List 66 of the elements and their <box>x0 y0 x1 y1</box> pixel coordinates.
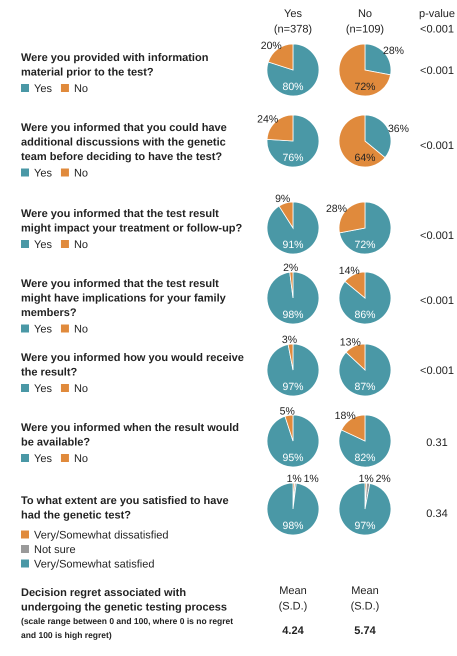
text: <0.001 <box>420 140 454 152</box>
text: Were you informed that you could have additional discussions with the genetic team before deciding to have the test? <box>21 122 227 163</box>
text: <0.001 <box>420 365 454 377</box>
data-label: 97% <box>282 381 304 394</box>
data-label: 20% <box>260 40 282 52</box>
data-label: 91% <box>282 239 304 252</box>
text: Mean (S.D.) 4.24 <box>278 585 308 637</box>
legend-label: No <box>74 324 88 336</box>
data-label: 98% <box>282 309 304 322</box>
data-label: 72% <box>354 81 376 94</box>
text: Were you provided with information material prior to the test? <box>21 52 209 78</box>
data-label: 5% <box>280 405 295 418</box>
text: Were you informed when the result would be available? <box>21 422 239 448</box>
data-label: 1% <box>304 473 319 486</box>
legend-label: Yes <box>34 83 52 95</box>
data-label: 80% <box>282 81 304 94</box>
legend-label: Very/Somewhat dissatisfied <box>34 530 169 542</box>
legend-label: Yes <box>34 168 52 180</box>
legend-label: Yes <box>34 324 52 336</box>
text: <0.001 <box>420 230 454 242</box>
data-label: 76% <box>282 152 304 164</box>
data-label: 3% <box>282 334 298 346</box>
text: No (n=109) <box>346 8 384 36</box>
text: 0.34 <box>426 508 448 520</box>
text: (scale range between 0 and 100, where 0 is no regret and 100 is high regret) <box>21 616 234 640</box>
legend-label: No <box>74 83 88 95</box>
text: Were you informed that the test result might impact your treatment or follow-up? <box>21 208 243 234</box>
data-label: 97% <box>354 520 376 532</box>
text: Decision regret associated with undergoing the genetic testing process <box>21 587 227 614</box>
legend-label: Yes <box>34 383 52 395</box>
legend-label: No <box>74 239 88 251</box>
legend-label: Yes <box>34 453 52 465</box>
data-label: 18% <box>334 410 356 422</box>
data-label: 13% <box>340 336 361 349</box>
data-label: 86% <box>354 309 376 322</box>
legend-label: No <box>74 383 88 395</box>
legend-label: Not sure <box>34 544 76 556</box>
data-label: 9% <box>275 193 290 206</box>
data-label: 82% <box>354 452 376 464</box>
legend-label: Very/Somewhat satisfied <box>34 558 154 570</box>
data-label: 2% <box>283 262 298 274</box>
data-label: 14% <box>338 264 360 277</box>
data-label: 64% <box>354 152 376 164</box>
data-label: 36% <box>388 122 409 135</box>
data-label: 28% <box>383 45 404 58</box>
text: p-value <0.001 <box>418 8 456 36</box>
text: 0.31 <box>426 437 448 449</box>
text: Mean (S.D.) 5.74 <box>350 585 380 637</box>
text: <0.001 <box>420 65 454 77</box>
data-label: 2% <box>376 473 391 486</box>
data-label: 95% <box>282 452 304 464</box>
text: Were you informed how you would receive the result? <box>21 352 244 378</box>
legend-label: No <box>74 168 88 180</box>
data-label: 72% <box>354 239 376 252</box>
data-label: 1% <box>286 473 302 486</box>
text: To what extent are you satisfied to have had the genetic test? <box>21 495 229 522</box>
data-label: 98% <box>282 520 304 532</box>
data-label: 28% <box>326 203 347 216</box>
legend-label: Yes <box>34 239 52 251</box>
text: Were you informed that the test result might have implications for your family members? <box>21 278 227 319</box>
data-label: 1% <box>358 473 374 486</box>
text: Yes (n=378) <box>274 8 312 36</box>
data-label: 87% <box>354 381 376 394</box>
text: <0.001 <box>420 295 454 307</box>
data-label: 24% <box>257 113 278 126</box>
legend-label: No <box>74 453 88 465</box>
